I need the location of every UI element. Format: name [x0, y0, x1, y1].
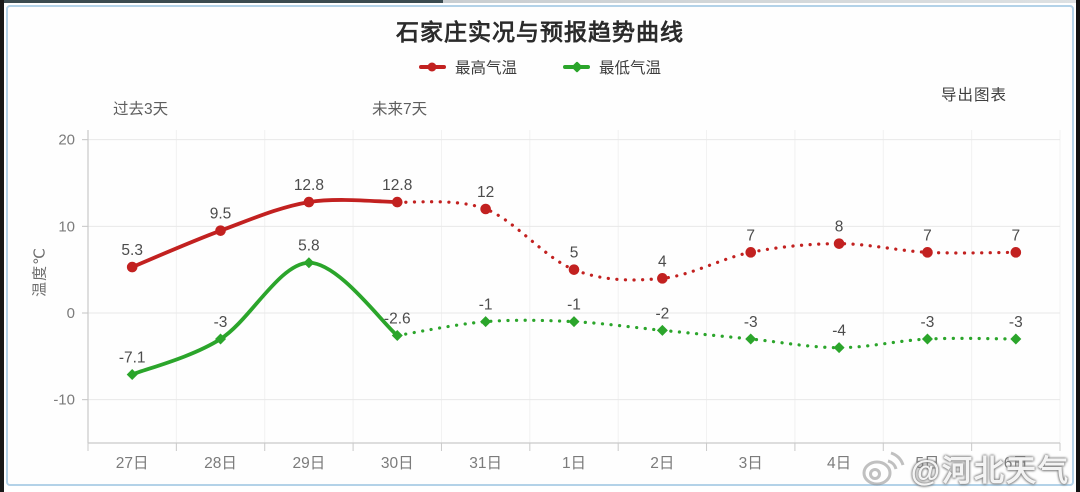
x-tick-label: 4日 — [827, 455, 851, 472]
y-tick-label: 0 — [67, 305, 75, 322]
data-point[interactable] — [480, 203, 491, 215]
data-label: 5.8 — [298, 238, 320, 255]
data-point[interactable] — [657, 273, 668, 284]
y-tick-label: 20 — [58, 132, 75, 149]
data-point[interactable] — [303, 257, 315, 269]
x-tick-label: 31日 — [469, 455, 502, 472]
max-temp-dot-icon — [427, 62, 437, 72]
data-label: -4 — [832, 323, 846, 340]
data-label: 5.3 — [121, 242, 143, 259]
data-point[interactable] — [215, 333, 227, 345]
data-point[interactable] — [391, 196, 403, 208]
data-point[interactable] — [1010, 247, 1022, 258]
x-tick-label: 1日 — [562, 455, 586, 472]
data-label: 9.5 — [210, 206, 232, 223]
left-edge-strip — [0, 0, 4, 492]
x-tick-label: 27日 — [116, 455, 149, 472]
data-label: -1 — [479, 297, 493, 314]
x-tick-label: 29日 — [293, 455, 326, 472]
max-temp-line-icon — [418, 62, 446, 72]
series-line-solid — [130, 198, 400, 269]
data-label: 8 — [835, 219, 844, 236]
series-line-dotted — [395, 200, 1018, 282]
x-tick-label: 6日 — [1004, 455, 1028, 472]
x-tick-label: 30日 — [381, 455, 414, 472]
data-label: 7 — [746, 227, 755, 244]
data-point[interactable] — [391, 330, 403, 342]
data-point[interactable] — [1010, 333, 1022, 345]
data-label: -3 — [744, 314, 758, 331]
data-label: 7 — [1012, 227, 1021, 244]
data-point[interactable] — [568, 316, 580, 328]
legend-label-min-temp: 最低气温 — [599, 60, 662, 77]
data-label: 12.8 — [382, 177, 412, 194]
right-edge-strip — [1076, 0, 1080, 492]
series-line-solid — [130, 260, 400, 377]
legend: 最高气温 最低气温 — [0, 56, 1080, 78]
data-label: 12.8 — [294, 177, 324, 194]
legend-label-max-temp: 最高气温 — [454, 60, 517, 77]
chart-title: 石家庄实况与预报趋势曲线 — [396, 19, 684, 45]
legend-item-min-temp[interactable]: 最低气温 — [563, 56, 661, 78]
data-point[interactable] — [303, 196, 315, 208]
data-label: 12 — [477, 184, 494, 201]
data-label: -2.6 — [384, 311, 411, 328]
y-tick-label: -10 — [53, 392, 75, 409]
data-point[interactable] — [745, 333, 757, 345]
data-point[interactable] — [745, 247, 757, 258]
data-label: -7.1 — [119, 350, 146, 367]
past-3-days-label: 过去3天 — [113, 101, 169, 118]
legend-item-max-temp[interactable]: 最高气温 — [418, 56, 517, 78]
y-tick-label: 10 — [58, 218, 75, 235]
y-axis-title: 温度℃ — [31, 247, 49, 297]
data-point[interactable] — [126, 369, 138, 381]
min-temp-line-icon — [563, 61, 590, 73]
data-point[interactable] — [922, 247, 933, 258]
data-label: 5 — [570, 245, 579, 262]
data-label: -2 — [655, 305, 669, 322]
data-point[interactable] — [480, 316, 492, 328]
data-point[interactable] — [568, 264, 580, 275]
x-tick-label: 2日 — [650, 455, 674, 472]
min-temp-diamond-icon — [570, 61, 583, 73]
data-point[interactable] — [833, 342, 845, 354]
data-label: 7 — [923, 227, 932, 244]
export-chart-button[interactable]: 导出图表 — [941, 87, 1008, 104]
data-point[interactable] — [215, 225, 226, 236]
data-point[interactable] — [833, 238, 845, 249]
data-point[interactable] — [126, 261, 138, 273]
data-point[interactable] — [921, 333, 933, 345]
future-7-days-label: 未来7天 — [372, 101, 428, 118]
top-edge-strip — [0, 0, 1080, 3]
data-label: -3 — [921, 314, 935, 331]
x-tick-label: 5日 — [915, 455, 939, 472]
data-label: -3 — [214, 314, 228, 331]
data-label: -1 — [567, 297, 581, 314]
x-tick-label: 28日 — [204, 455, 237, 472]
x-tick-label: 3日 — [739, 455, 763, 472]
data-point[interactable] — [656, 324, 668, 336]
data-label: -3 — [1009, 314, 1023, 331]
data-label: 4 — [658, 253, 667, 270]
series-line-dotted — [395, 318, 1018, 350]
